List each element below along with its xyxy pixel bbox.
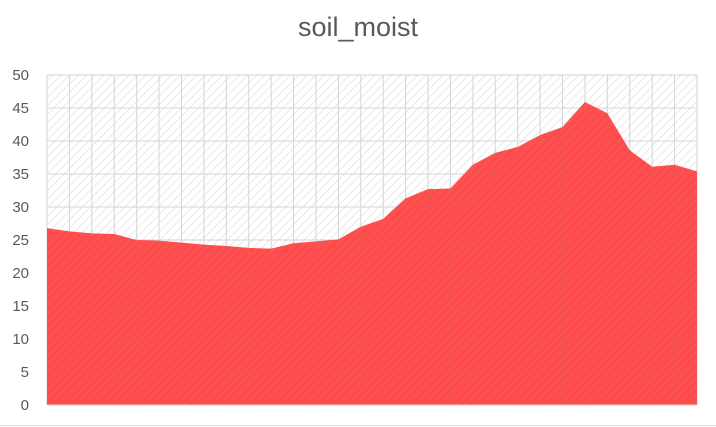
y-tick-label: 0 (21, 397, 29, 414)
y-tick-label: 20 (12, 265, 29, 282)
y-tick-label: 15 (12, 298, 29, 315)
y-tick-label: 5 (21, 364, 29, 381)
y-axis: 0 5 10 15 20 25 30 35 40 45 50 (12, 67, 697, 414)
y-tick-label: 40 (12, 133, 29, 150)
y-tick-label: 45 (12, 100, 29, 117)
area-fill (47, 102, 697, 405)
area-series (47, 102, 697, 405)
y-tick-label: 50 (12, 67, 29, 84)
y-tick-label: 10 (12, 331, 29, 348)
y-tick-label: 25 (12, 232, 29, 249)
y-tick-label: 30 (12, 199, 29, 216)
y-tick-label: 35 (12, 166, 29, 183)
chart-title: soil_moist (297, 12, 419, 42)
gridlines-overlay (47, 102, 697, 405)
bottom-divider (0, 425, 716, 426)
